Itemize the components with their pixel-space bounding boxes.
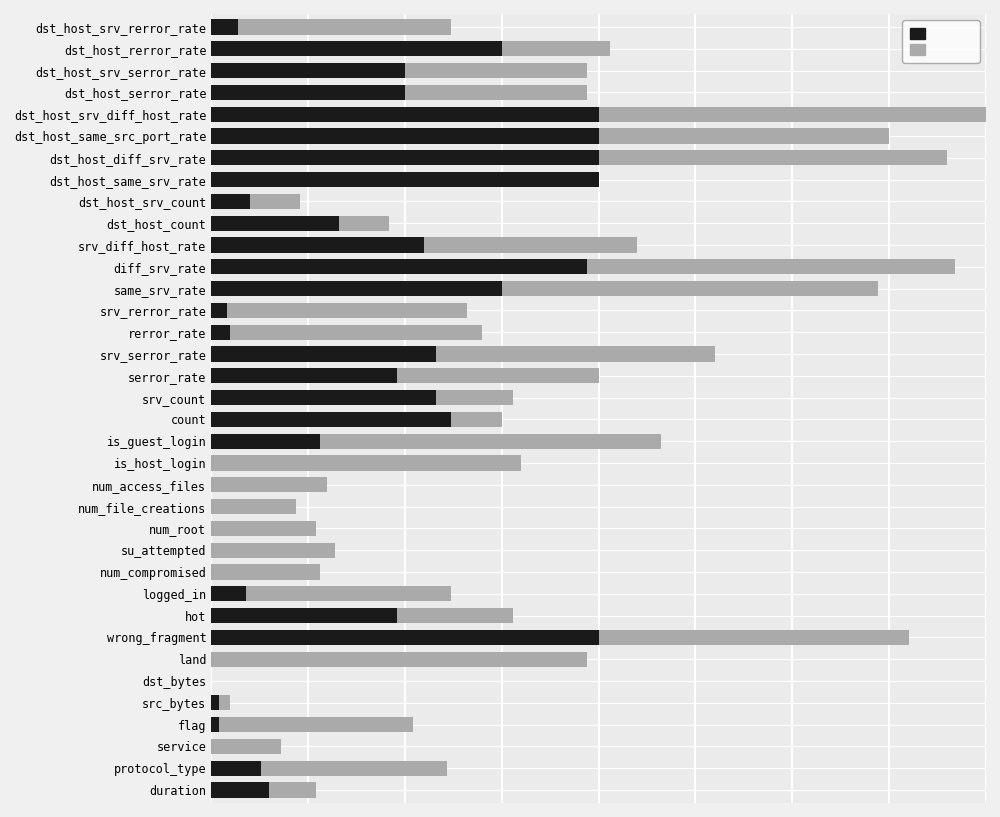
Bar <box>451 412 502 427</box>
Bar <box>246 586 451 601</box>
Bar <box>397 368 599 383</box>
Bar <box>599 150 947 165</box>
Bar <box>211 565 320 579</box>
Bar <box>502 281 878 297</box>
Bar <box>211 194 250 209</box>
Bar <box>211 85 405 100</box>
Bar <box>211 717 219 732</box>
Bar <box>320 434 661 449</box>
Bar <box>250 194 300 209</box>
Bar <box>599 128 889 144</box>
Bar <box>211 652 587 667</box>
Bar <box>211 695 219 711</box>
Bar <box>219 717 413 732</box>
Bar <box>502 41 610 56</box>
Bar <box>211 783 269 797</box>
Bar <box>211 41 502 56</box>
Bar <box>211 455 521 471</box>
Bar <box>211 499 296 514</box>
Bar <box>211 739 281 754</box>
Bar <box>211 150 599 165</box>
Bar <box>211 20 238 34</box>
Bar <box>211 281 502 297</box>
Bar <box>211 761 261 776</box>
Bar <box>211 259 587 275</box>
Bar <box>211 216 339 231</box>
Bar <box>269 783 316 797</box>
Bar <box>405 63 587 78</box>
Bar <box>211 172 599 187</box>
Bar <box>339 216 389 231</box>
Bar <box>599 630 909 645</box>
Bar <box>211 128 599 144</box>
Bar <box>405 85 587 100</box>
Bar <box>211 412 451 427</box>
Bar <box>211 434 320 449</box>
Bar <box>211 63 405 78</box>
Bar <box>219 695 230 711</box>
Bar <box>599 106 994 122</box>
Bar <box>211 303 227 318</box>
Bar <box>397 608 513 623</box>
Bar <box>211 368 397 383</box>
Bar <box>211 346 436 362</box>
Bar <box>436 390 513 405</box>
Bar <box>211 477 327 493</box>
Bar <box>211 520 316 536</box>
Bar <box>211 390 436 405</box>
Legend: STA, RFE: STA, RFE <box>902 20 980 63</box>
Bar <box>587 259 955 275</box>
Bar <box>227 303 467 318</box>
Bar <box>261 761 447 776</box>
Bar <box>424 238 637 252</box>
Bar <box>238 20 451 34</box>
Bar <box>436 346 715 362</box>
Bar <box>211 106 599 122</box>
Bar <box>211 586 246 601</box>
Bar <box>211 608 397 623</box>
Bar <box>211 238 424 252</box>
Bar <box>211 324 230 340</box>
Bar <box>211 630 599 645</box>
Bar <box>211 542 335 558</box>
Bar <box>230 324 482 340</box>
